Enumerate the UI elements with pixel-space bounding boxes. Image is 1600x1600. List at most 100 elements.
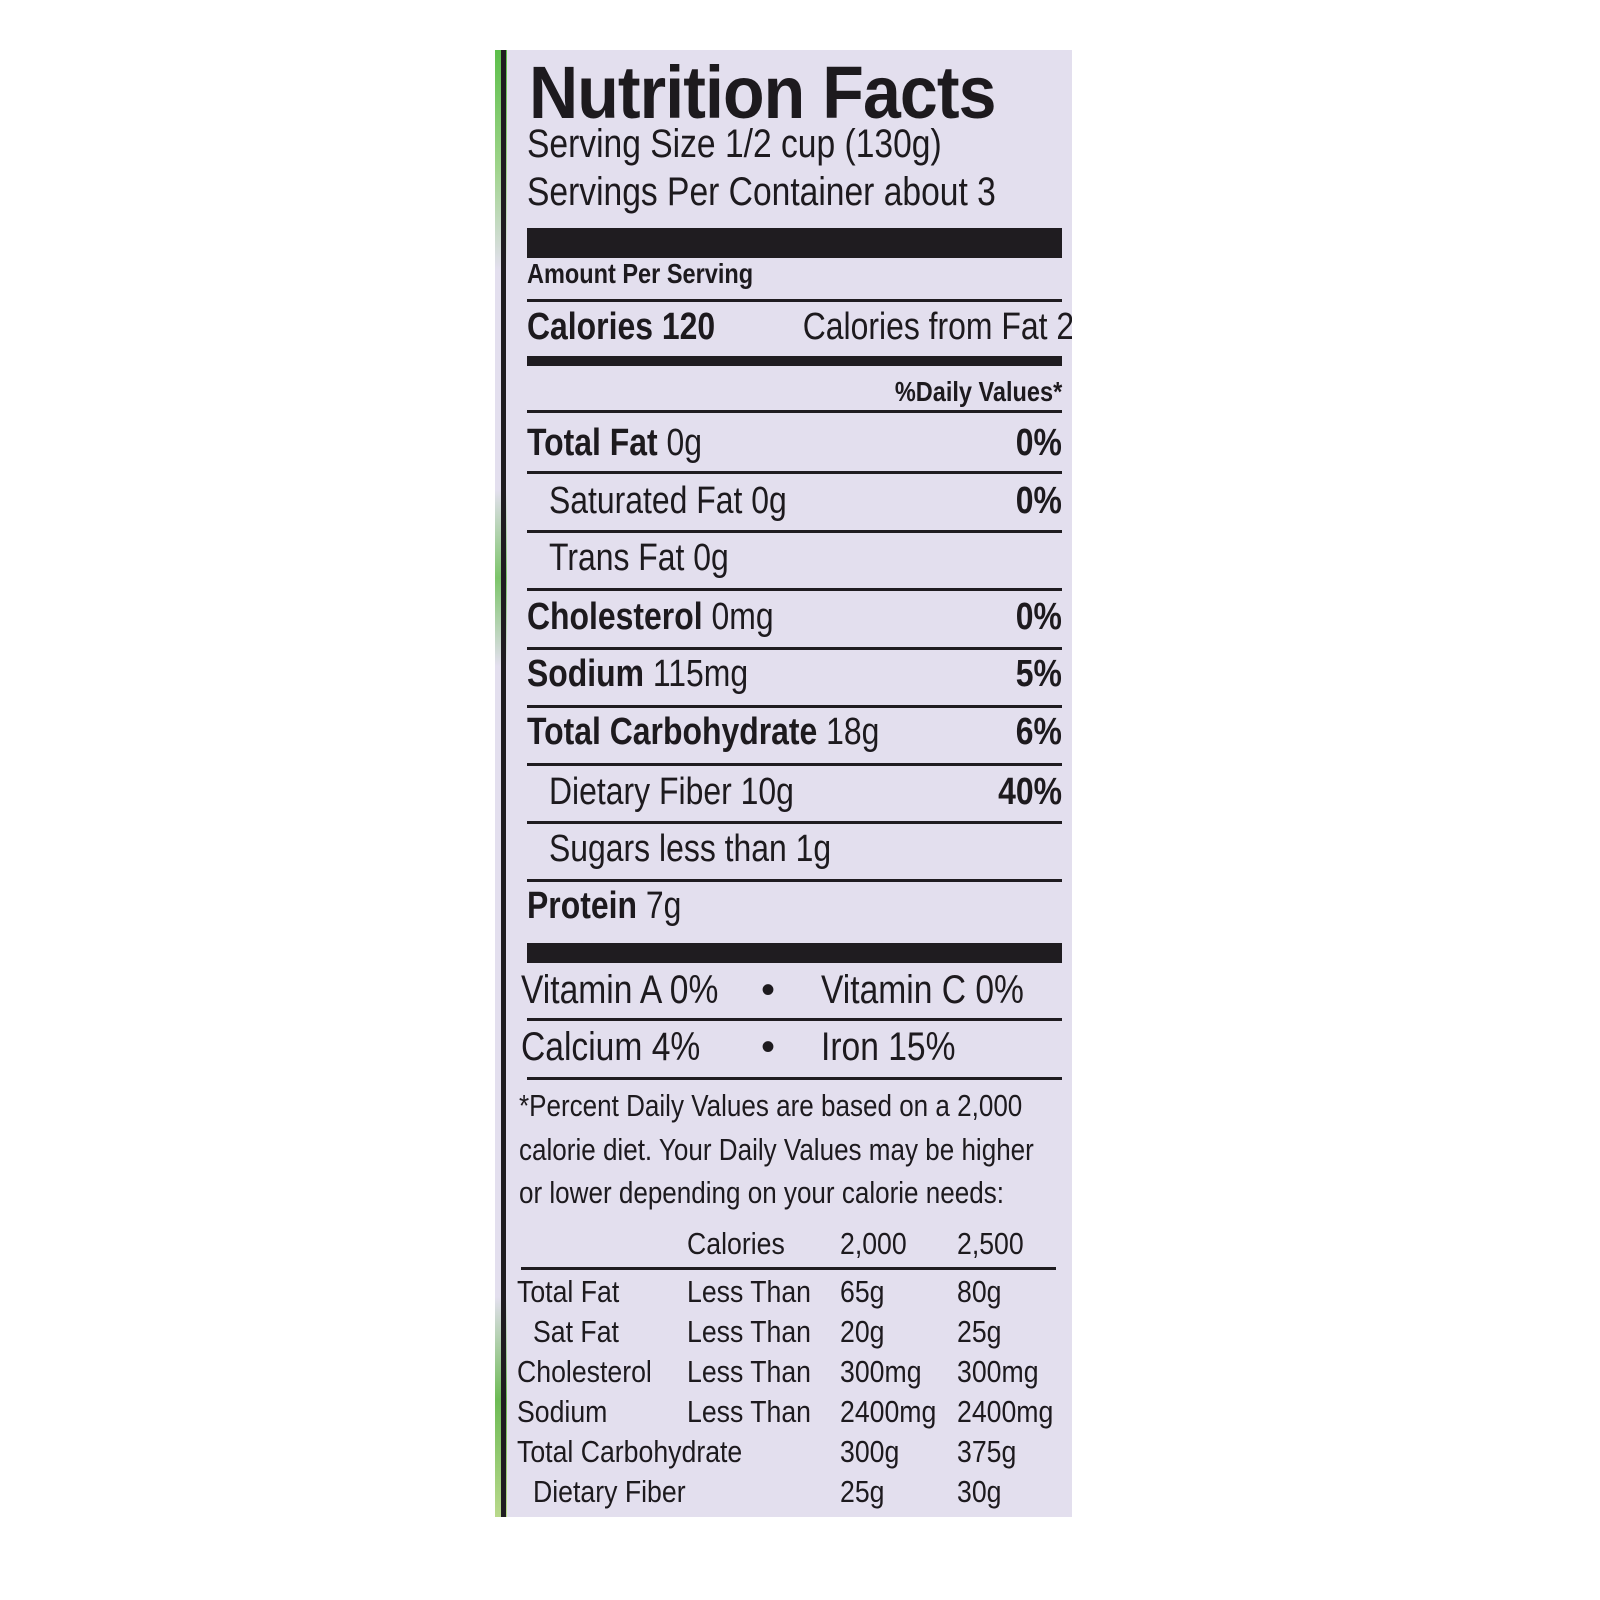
nutrient-dv: 0% (1015, 422, 1062, 464)
nutrient-row-sodium: Sodium 115mg 5% (527, 653, 1062, 696)
daily-values-header-text: %Daily Values* (894, 376, 1062, 407)
table-cell: 375g (957, 1434, 1017, 1469)
table-cell: 300mg (957, 1354, 1039, 1389)
table-cell: 30g (957, 1474, 1002, 1509)
calories-row: Calories 120 Calories from Fat 2 (527, 306, 1072, 349)
divider (527, 879, 1062, 882)
calories: Calories 120 (527, 306, 716, 348)
nutrient-name: Dietary Fiber (549, 771, 732, 813)
nutrient-row-saturated-fat: Saturated Fat 0g 0% (527, 480, 1062, 523)
divider (527, 530, 1062, 533)
nutrient-name: Sugars (549, 828, 651, 870)
table-row: Total Fat Less Than 65g 80g (517, 1274, 1062, 1312)
nutrient-row-dietary-fiber: Dietary Fiber 10g 40% (527, 771, 1062, 814)
calcium: Calcium 4% (521, 1025, 701, 1069)
table-cell: 80g (957, 1274, 1002, 1309)
nutrient-amount: 18g (826, 711, 880, 753)
table-cell: Less Than (687, 1394, 812, 1429)
divider (527, 705, 1062, 708)
table-cell: 300mg (840, 1354, 922, 1389)
nutrient-dv: 0% (1015, 596, 1062, 638)
nutrient-amount: 115mg (652, 653, 749, 695)
divider-thick (527, 228, 1062, 258)
table-cell: Sat Fat (533, 1314, 619, 1349)
iron: Iron 15% (821, 1025, 956, 1069)
bullet: • (761, 1025, 776, 1069)
table-cell: Dietary Fiber (533, 1474, 686, 1509)
table-header-cell: 2,500 (957, 1226, 1024, 1261)
footnote-line: *Percent Daily Values are based on a 2,0… (519, 1088, 1072, 1124)
table-row: Sodium Less Than 2400mg 2400mg (517, 1394, 1062, 1432)
table-cell: Total Carbohydrate (517, 1434, 743, 1469)
nutrient-name: Protein (527, 885, 637, 927)
nutrition-label: Nutrition Facts Serving Size 1/2 cup (13… (495, 50, 1072, 1517)
table-cell: 2400mg (957, 1394, 1054, 1429)
table-cell: 20g (840, 1314, 885, 1349)
nutrient-amount: less than 1g (659, 828, 832, 870)
serving-size-text: Serving Size 1/2 cup (130g) (527, 122, 942, 166)
nutrient-name: Total Carbohydrate (527, 711, 818, 753)
divider (527, 763, 1062, 766)
vitamin-a: Vitamin A 0% (521, 968, 719, 1012)
divider-thick (527, 943, 1062, 963)
serving-size: Serving Size 1/2 cup (130g) (527, 122, 1062, 167)
nutrient-dv: 0% (1015, 480, 1062, 522)
daily-values-header: %Daily Values* (527, 376, 1062, 408)
table-cell: 65g (840, 1274, 885, 1309)
nutrient-name: Saturated Fat (549, 480, 743, 522)
nutrient-row-trans-fat: Trans Fat 0g (527, 537, 1062, 580)
servings-per-container: Servings Per Container about 3 (527, 170, 1062, 215)
table-row: Cholesterol Less Than 300mg 300mg (517, 1354, 1062, 1392)
divider (527, 471, 1062, 474)
nutrient-amount: 7g (645, 885, 682, 927)
table-row: Dietary Fiber 25g 30g (517, 1474, 1062, 1512)
table-header-cell: 2,000 (840, 1226, 907, 1261)
footnote-text: calorie diet. Your Daily Values may be h… (519, 1132, 1034, 1167)
bullet: • (761, 968, 776, 1012)
label-border (501, 50, 506, 1517)
nutrient-dv: 5% (1015, 653, 1062, 695)
nutrient-amount: 0mg (711, 596, 774, 638)
nutrient-amount: 0g (693, 537, 729, 579)
vitamin-c: Vitamin C 0% (821, 968, 1024, 1012)
nutrient-amount: 0g (751, 480, 787, 522)
label-title: Nutrition Facts (529, 51, 996, 134)
nutrient-amount: 0g (666, 422, 703, 464)
table-cell: 300g (840, 1434, 900, 1469)
nutrient-row-total-fat: Total Fat 0g 0% (527, 422, 1062, 465)
divider (527, 647, 1062, 650)
table-row: Total Carbohydrate 300g 375g (517, 1434, 1062, 1472)
nutrient-dv: 40% (998, 771, 1062, 813)
table-cell: Less Than (687, 1354, 812, 1389)
amount-per-serving-text: Amount Per Serving (527, 258, 754, 289)
divider-medium (527, 356, 1062, 366)
table-cell: 2400mg (840, 1394, 937, 1429)
table-cell: Less Than (687, 1314, 812, 1349)
nutrient-name: Trans Fat (549, 537, 685, 579)
table-cell: Sodium (517, 1394, 608, 1429)
divider (527, 299, 1062, 302)
divider (527, 1077, 1062, 1080)
table-cell: 25g (840, 1474, 885, 1509)
table-cell: 25g (957, 1314, 1002, 1349)
nutrient-row-sugars: Sugars less than 1g (527, 828, 1062, 871)
table-cell: Cholesterol (517, 1354, 652, 1389)
vitamin-row: Vitamin A 0% • Vitamin C 0% (521, 968, 1061, 1018)
amount-per-serving: Amount Per Serving (527, 258, 1062, 290)
footnote-line: calorie diet. Your Daily Values may be h… (519, 1132, 1072, 1168)
table-row: Sat Fat Less Than 20g 25g (517, 1314, 1062, 1352)
table-cell: Total Fat (517, 1274, 620, 1309)
divider (521, 1267, 1056, 1270)
nutrient-row-cholesterol: Cholesterol 0mg 0% (527, 596, 1062, 639)
divider (527, 588, 1062, 591)
calories-from-fat: Calories from Fat 2 (802, 306, 1072, 348)
nutrient-row-total-carbohydrate: Total Carbohydrate 18g 6% (527, 711, 1062, 754)
table-cell: Less Than (687, 1274, 812, 1309)
footnote-text: *Percent Daily Values are based on a 2,0… (519, 1088, 1023, 1123)
mineral-row: Calcium 4% • Iron 15% (521, 1025, 1061, 1075)
table-header-cell: Calories (687, 1226, 785, 1261)
divider (527, 1018, 1062, 1021)
footnote-text: or lower depending on your calorie needs… (519, 1175, 1004, 1210)
nutrient-dv: 6% (1015, 711, 1062, 753)
nutrient-name: Total Fat (527, 422, 658, 464)
